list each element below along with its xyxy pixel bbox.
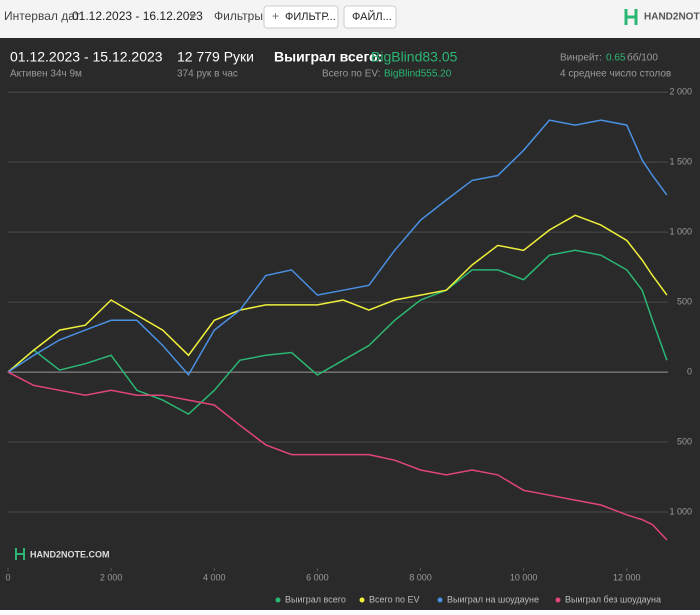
y-tick-label: 500: [677, 296, 692, 306]
series-line: [7, 249, 668, 416]
date-range[interactable]: 01.12.2023 - 16.12.2023: [72, 9, 203, 23]
x-tick-label: 6 000: [306, 572, 329, 582]
logo: HAND2NOTE: [644, 12, 700, 23]
filters-label: Фильтры:: [214, 9, 266, 23]
x-tick-label: 10 000: [510, 572, 538, 582]
y-tick-label: 2 000: [669, 87, 692, 97]
legend-label: Всего по EV: [369, 594, 419, 604]
ev-label: Всего по EV:: [322, 69, 381, 80]
active-time: Активен 34ч 9м: [10, 69, 82, 80]
legend-marker: [437, 597, 443, 603]
series-line: [7, 119, 668, 377]
series-line: [7, 371, 668, 541]
legend-label: Выиграл всего: [285, 594, 346, 604]
y-tick-label: 1 500: [669, 157, 692, 167]
x-tick-label: 4 000: [203, 572, 226, 582]
file-button-text: ФАЙЛ...: [352, 10, 392, 23]
period: 01.12.2023 - 15.12.2023: [10, 49, 163, 65]
winrate-unit: бб/100: [627, 52, 658, 64]
y-tick-label: 0: [687, 366, 692, 376]
file-button[interactable]: [343, 5, 397, 29]
hands: 12 779 Руки: [177, 49, 254, 65]
legend-marker: [555, 597, 561, 603]
y-tick-label: 500: [677, 436, 692, 446]
tables: 4 среднее число столов: [560, 69, 671, 80]
x-tick-label: 2 000: [100, 572, 123, 582]
y-tick-label: 1 000: [669, 227, 692, 237]
logo-icon: [624, 9, 638, 25]
series-line: [7, 214, 668, 373]
dropdown-arrow: [189, 14, 197, 19]
legend-label: Выиграл без шоудауна: [565, 594, 661, 604]
legend-marker: [275, 597, 281, 603]
filter-button[interactable]: [263, 5, 339, 29]
filter-button-text: ФИЛЬТР...: [285, 11, 336, 23]
legend-marker: [359, 597, 365, 603]
y-tick-label: 1 000: [669, 506, 692, 516]
winrate-label: Винрейт:: [560, 53, 602, 64]
watermark: HAND2NOTE.COM: [30, 549, 110, 559]
watermark-icon: [15, 548, 25, 560]
date-label: Интервал дат:: [4, 9, 83, 23]
won-value: BigBlind83.05: [371, 49, 458, 65]
hands-per-hour: 374 рук в час: [177, 69, 238, 80]
x-tick-label: 8 000: [409, 572, 432, 582]
ev-value: BigBlind555.20: [384, 69, 452, 80]
panel-bg: [0, 38, 700, 610]
winrate-value: 0.65: [606, 53, 626, 64]
x-tick-label: 0: [5, 572, 10, 582]
plus-icon: +: [272, 9, 279, 23]
won-label: Выиграл всего:: [274, 49, 382, 65]
x-tick-label: 12 000: [613, 572, 641, 582]
legend-label: Выиграл на шоудауне: [447, 594, 539, 604]
